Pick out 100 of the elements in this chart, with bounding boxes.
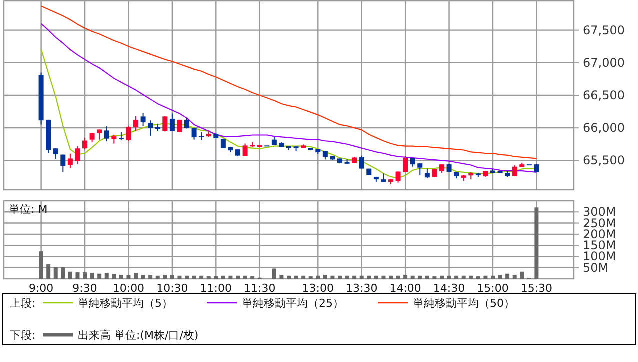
bar xyxy=(280,274,284,279)
bar xyxy=(54,267,58,279)
candlestick xyxy=(68,153,73,169)
bar xyxy=(163,274,168,279)
legend-label: 出来高 単位:(M株/口/枚) xyxy=(78,329,199,342)
bar xyxy=(104,272,109,279)
y-tick-label: 66,000 xyxy=(583,121,625,136)
candlestick xyxy=(418,162,423,176)
x-tick-label: 9:00 xyxy=(28,282,54,295)
candlestick xyxy=(192,128,197,140)
bar xyxy=(112,274,116,279)
candlestick xyxy=(140,112,146,127)
bar xyxy=(330,276,335,279)
bar xyxy=(148,274,153,279)
bar xyxy=(447,276,452,279)
candlestick xyxy=(359,155,364,170)
candlestick xyxy=(82,137,88,150)
bar xyxy=(506,274,510,279)
x-tick-label: 14:00 xyxy=(390,282,422,295)
bar xyxy=(490,276,495,279)
legend-label: 単純移動平均（5） xyxy=(78,297,173,310)
x-tick-label: 15:30 xyxy=(520,282,553,295)
bar xyxy=(534,208,539,279)
bar xyxy=(410,276,415,279)
candlestick xyxy=(403,156,408,173)
bar xyxy=(200,276,204,279)
legend-title: 上段: xyxy=(10,297,36,310)
bar xyxy=(345,276,350,279)
bar xyxy=(119,274,124,279)
bar xyxy=(469,276,474,279)
candlestick xyxy=(242,143,248,157)
y-tick-label: 67,000 xyxy=(583,56,625,70)
legend-label: 単純移動平均（25） xyxy=(242,297,344,310)
bar xyxy=(352,276,357,279)
bar xyxy=(90,272,94,279)
bar xyxy=(126,274,131,279)
bar xyxy=(462,276,466,279)
bar xyxy=(388,276,393,279)
bar xyxy=(520,272,524,279)
candlestick xyxy=(53,148,58,160)
bar xyxy=(418,276,422,279)
candlestick xyxy=(148,120,154,136)
bar xyxy=(156,276,160,279)
bar xyxy=(98,274,102,279)
bar xyxy=(454,276,459,279)
legend-title: 下段: xyxy=(10,329,36,342)
line-series xyxy=(40,6,538,160)
candlestick xyxy=(184,118,190,130)
candlestick xyxy=(104,126,110,142)
candlestick xyxy=(134,116,139,132)
y-tick-label: 67,500 xyxy=(583,23,625,38)
x-tick-label: 15:00 xyxy=(477,282,509,295)
bar xyxy=(440,276,444,279)
bar xyxy=(83,272,88,279)
bar xyxy=(374,276,378,279)
x-tick-label: 11:00 xyxy=(200,282,232,295)
candlestick xyxy=(75,146,80,165)
y-tick-label: 65,500 xyxy=(583,154,625,168)
x-tick-label: 11:30 xyxy=(244,282,276,295)
bar xyxy=(170,274,174,279)
bar xyxy=(498,274,502,279)
legend-label: 単純移動平均（50） xyxy=(413,297,515,310)
bar xyxy=(185,276,190,279)
bar xyxy=(192,276,196,279)
x-tick-label: 10:30 xyxy=(156,282,188,295)
bar xyxy=(425,276,430,279)
candlestick xyxy=(162,116,168,132)
x-tick-label: 9:30 xyxy=(72,282,98,295)
candlestick xyxy=(126,126,132,142)
candlestick xyxy=(424,168,430,180)
bar xyxy=(46,264,51,279)
line-series xyxy=(40,23,538,173)
candlestick xyxy=(512,165,518,177)
x-tick-label: 10:00 xyxy=(112,282,145,295)
x-tick-label: 13:30 xyxy=(346,282,378,295)
bar xyxy=(302,276,306,279)
bar xyxy=(228,276,233,279)
bar xyxy=(68,272,72,279)
bar xyxy=(221,276,226,279)
bar xyxy=(61,267,66,279)
bar xyxy=(134,272,138,279)
bar xyxy=(287,276,291,279)
bar xyxy=(323,274,328,279)
x-tick-label: 14:30 xyxy=(433,282,466,295)
bar xyxy=(360,276,364,279)
candlestick xyxy=(97,129,102,140)
bar xyxy=(76,272,80,279)
bar xyxy=(512,274,517,279)
candlestick xyxy=(170,113,175,132)
bar xyxy=(272,268,276,279)
bar xyxy=(396,276,400,279)
annotation: 単位: M xyxy=(9,203,48,216)
bar xyxy=(141,274,146,279)
bar xyxy=(178,276,182,279)
bar xyxy=(316,276,320,279)
y-tick-label: 66,500 xyxy=(583,88,625,102)
bar xyxy=(294,276,298,279)
candlestick xyxy=(60,154,66,173)
bar xyxy=(404,274,408,279)
x-tick-label: 13:00 xyxy=(302,282,334,295)
